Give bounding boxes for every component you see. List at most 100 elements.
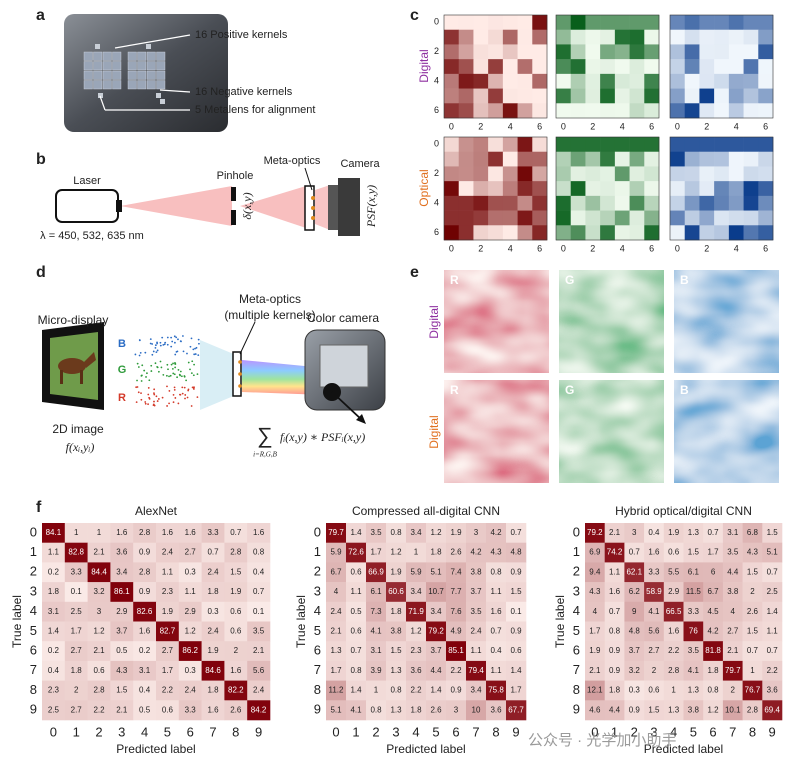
cell-label: 2.8 (139, 528, 151, 537)
heatmap-cell (488, 195, 504, 211)
matrix-cell (506, 562, 527, 583)
cell-label: 9 (632, 607, 637, 616)
kernel (146, 61, 156, 71)
matrix-cell (663, 562, 684, 583)
x-tick-label: 0 (591, 724, 598, 739)
heatmap-cell (458, 151, 474, 167)
pixel-dot (168, 402, 170, 405)
pixel-dot (153, 404, 156, 407)
heatmap-cell (728, 103, 744, 119)
channel-label: B (118, 338, 126, 350)
heatmap-cell (532, 59, 548, 75)
pinhole (231, 187, 236, 201)
heatmap-cell (585, 195, 601, 211)
heatmap-cell (728, 15, 744, 31)
cell-label: 1.5 (747, 626, 759, 635)
cell-label: 1.8 (707, 666, 719, 675)
y-tick-label: 4 (434, 198, 439, 208)
heatmap-cell (600, 44, 616, 60)
matrix-cell (722, 542, 743, 563)
x-tick-label: 3 (118, 724, 125, 739)
metalens (311, 196, 315, 200)
matrix-cell (42, 562, 66, 583)
matrix-cell (346, 523, 367, 543)
pixel-dot (168, 375, 170, 378)
matrix-cell (703, 523, 724, 543)
pixel-dot (136, 386, 139, 388)
matrix-cell (156, 582, 180, 603)
matrix-cell (247, 523, 271, 543)
y-tick-label: 0 (434, 139, 439, 149)
matrix-cell (506, 523, 527, 543)
x-tick-label: 1 (352, 724, 359, 739)
pixel-dot (193, 363, 195, 366)
cell-label: 0.9 (139, 548, 151, 557)
cell-label: 3.1 (727, 528, 739, 537)
heatmap-cell (758, 195, 774, 211)
cell-label: 0.7 (629, 548, 641, 557)
heatmap-cell (502, 59, 518, 75)
watermark: 公众号 · 光学加小助手 (528, 732, 676, 749)
pixel-dot (170, 336, 173, 339)
heatmap-cell (644, 195, 660, 211)
matrix-cell (42, 680, 66, 701)
cell-label: 2.8 (139, 567, 151, 576)
matrix-cell (506, 680, 527, 701)
cell-label: 0.6 (350, 626, 362, 635)
x-tick-label: 3 (392, 724, 399, 739)
heatmap-cell (644, 44, 660, 60)
matrix-cell (446, 601, 467, 622)
heatmap-cell (444, 29, 460, 45)
matrix-cell (224, 680, 248, 701)
pixel-dot (196, 373, 199, 376)
matrix-cell (486, 542, 507, 563)
heatmap-cell (517, 166, 533, 182)
matrix-cell (486, 660, 507, 681)
matrix-cell (604, 542, 625, 563)
pixel-dot (174, 366, 177, 369)
panel-label: a (36, 7, 45, 24)
y-tick-label: 6 (434, 227, 439, 237)
pixel-dot (180, 375, 183, 378)
matrix-cell (346, 562, 367, 583)
matrix-cell (247, 641, 271, 662)
cell-label: 5.6 (648, 626, 660, 635)
heatmap-cell (585, 44, 601, 60)
laser (55, 189, 119, 223)
heatmap-cell (444, 181, 460, 197)
matrix-cell (446, 680, 467, 701)
cell-label: 60.6 (388, 587, 404, 596)
heatmap-frame (669, 136, 774, 241)
pixel-dot (147, 403, 149, 406)
heatmap-cell (473, 210, 489, 226)
alignment-metalens (146, 44, 151, 49)
channel-label: R (450, 273, 459, 287)
kernel (127, 51, 137, 61)
matrix-cell (178, 660, 202, 681)
matrix-cell (346, 700, 367, 721)
heatmap-cell (629, 73, 645, 89)
heatmap-cell (684, 137, 700, 153)
heatmap-cell (629, 29, 645, 45)
matrix-cell (156, 523, 180, 543)
matrix-cell (406, 700, 427, 721)
cell-label: 2 (731, 686, 736, 695)
heatmap-cell (728, 166, 744, 182)
matrix-cell (722, 562, 743, 583)
matrix-cell (201, 700, 225, 721)
pixel-dot (186, 396, 189, 399)
matrix-cell (663, 601, 684, 622)
cell-label: 0.7 (230, 528, 242, 537)
matrix-cell (87, 562, 111, 583)
pixel-dot (149, 342, 152, 345)
cell-label: 0.6 (510, 646, 522, 655)
pixel-dot (154, 347, 157, 349)
matrix-cell (133, 700, 157, 721)
pixel-dot (161, 396, 164, 399)
cell-label: 3.6 (116, 548, 128, 557)
heatmap-cell (600, 29, 616, 45)
cell-label: 3.5 (727, 548, 739, 557)
cell-label: 1.7 (330, 666, 342, 675)
heatmap-cell (600, 15, 616, 31)
heatmap-cell (614, 29, 630, 45)
